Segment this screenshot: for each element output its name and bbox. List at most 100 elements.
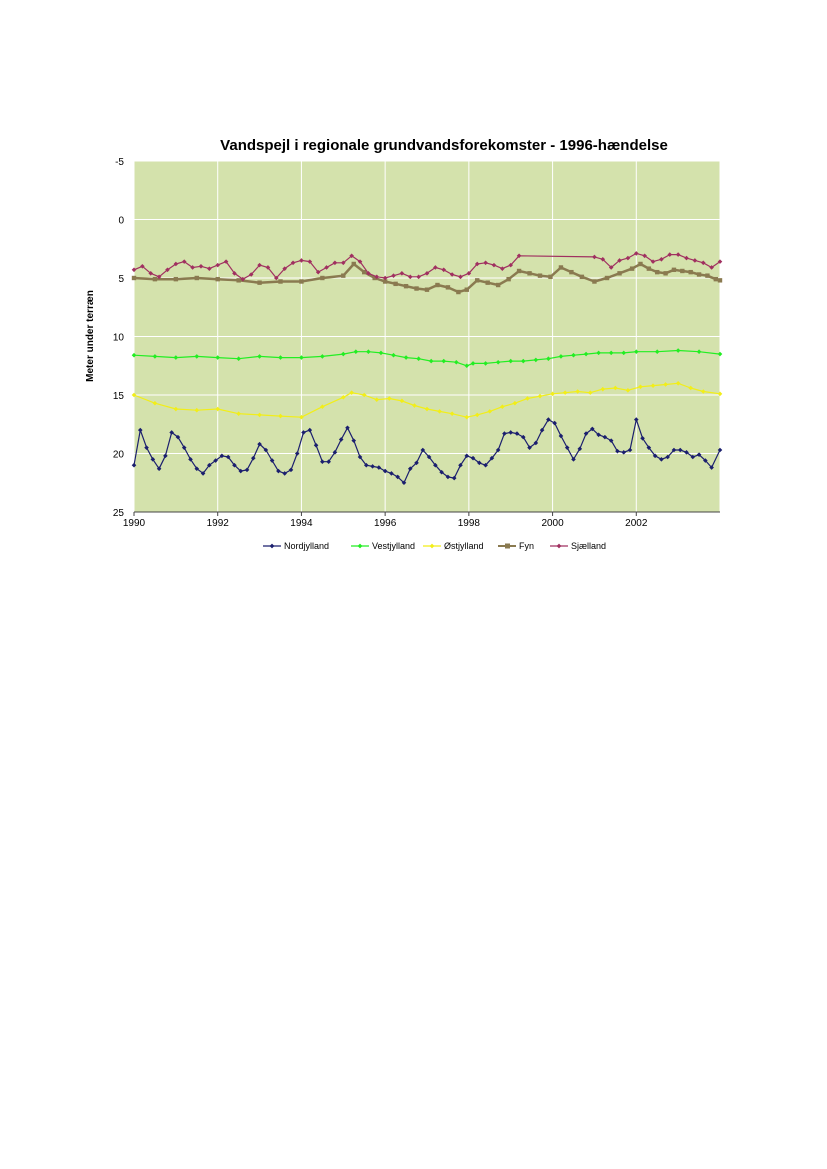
legend: Nordjylland Vestjylland Østjylland Fyn Sjæll… [263,541,606,551]
x-tick-label: 1996 [374,518,397,529]
data-point-vestjylland [546,356,551,362]
data-point-oestjylland [562,390,568,395]
data-point-sjaelland [391,273,396,278]
data-point-sjaelland [190,265,195,270]
data-point-nordjylland [451,475,457,481]
data-point-fyn [655,269,660,275]
data-point-sjaelland [357,259,363,264]
data-point-sjaelland [424,271,430,276]
data-point-fyn [671,267,677,273]
data-point-fyn [506,276,511,282]
data-point-fyn [604,275,610,281]
data-point-nordjylland [282,471,287,476]
data-point-sjaelland [140,264,145,269]
data-point-oestjylland [320,404,325,409]
data-point-sjaelland [399,271,405,276]
data-point-fyn [688,269,693,275]
series-vestjylland [131,348,723,369]
data-point-oestjylland [257,412,262,418]
data-point-oestjylland [613,385,618,391]
data-point-nordjylland [717,447,723,453]
data-point-nordjylland [546,417,551,422]
data-point-sjaelland [600,256,606,262]
data-point-fyn [320,275,325,281]
data-point-sjaelland [240,276,246,282]
data-point-vestjylland [454,359,459,365]
data-point-fyn [456,289,461,295]
data-point-nordjylland [207,462,212,468]
data-point-nordjylland [250,455,256,461]
data-point-fyn [236,278,241,283]
data-point-oestjylland [625,388,631,393]
data-point-nordjylland [646,445,652,450]
data-point-oestjylland [575,389,580,394]
data-point-nordjylland [313,443,319,448]
data-point-nordjylland [665,454,670,460]
data-point-nordjylland [213,458,218,463]
data-point-nordjylland [407,466,413,472]
data-point-sjaelland [215,262,221,268]
data-point-vestjylland [340,351,346,357]
data-point-sjaelland [441,267,447,273]
data-point-fyn [435,282,440,288]
data-point-sjaelland [608,265,614,270]
data-point-fyn [382,279,388,284]
data-point-sjaelland [675,252,681,257]
data-point-sjaelland [458,274,463,280]
data-point-nordjylland [269,458,275,463]
data-point-oestjylland [131,392,137,398]
legend-swatch-marker [556,543,562,549]
data-point-oestjylland [215,406,221,412]
legend-swatch-marker [429,543,435,549]
data-point-fyn [475,278,480,283]
data-point-nordjylland [389,471,394,476]
data-point-fyn [516,268,522,274]
data-point-vestjylland [696,349,702,355]
data-point-nordjylland [590,426,595,432]
y-tick-label: 5 [118,274,124,285]
data-point-oestjylland [688,385,693,391]
data-point-vestjylland [520,358,526,364]
data-point-nordjylland [671,447,677,453]
data-point-oestjylland [525,396,530,401]
data-point-vestjylland [608,350,614,356]
data-point-oestjylland [487,409,493,414]
data-point-sjaelland [274,275,279,281]
data-point-fyn [638,261,643,267]
data-point-fyn [362,269,367,275]
data-point-nordjylland [583,431,589,436]
data-point-sjaelland [148,271,154,276]
data-point-vestjylland [675,348,681,353]
data-point-vestjylland [215,355,221,360]
chart-title: Vandspejl i regionale grundvandsforekoms… [220,137,668,154]
data-point-fyn [403,283,409,289]
data-point-oestjylland [600,386,606,392]
data-point-nordjylland [633,417,639,422]
data-point-fyn [257,280,262,285]
data-point-fyn [351,261,356,267]
line-chart: Vandspejl i regionale grundvandsforekoms… [85,137,723,551]
data-point-vestjylland [378,350,384,356]
data-point-nordjylland [420,447,426,453]
data-point-oestjylland [464,414,470,420]
data-point-oestjylland [424,406,430,412]
data-point-fyn [173,276,179,282]
data-point-vestjylland [299,355,304,360]
x-tick-label: 1998 [458,518,481,529]
legend-item-oestjylland: Østjylland [423,541,484,551]
data-point-vestjylland [236,356,241,362]
data-point-nordjylland [696,452,702,457]
data-point-nordjylland [395,474,400,480]
data-point-oestjylland [717,391,723,397]
data-point-sjaelland [324,265,329,270]
data-point-fyn [629,266,635,271]
data-point-nordjylland [520,434,526,440]
legend-swatch-marker [357,543,363,549]
data-point-vestjylland [533,357,539,363]
data-point-fyn [646,266,652,271]
data-point-vestjylland [257,354,262,359]
data-point-fyn [372,275,377,281]
data-point-fyn [495,282,501,288]
data-point-nordjylland [307,427,313,433]
data-point-nordjylland [238,468,244,474]
